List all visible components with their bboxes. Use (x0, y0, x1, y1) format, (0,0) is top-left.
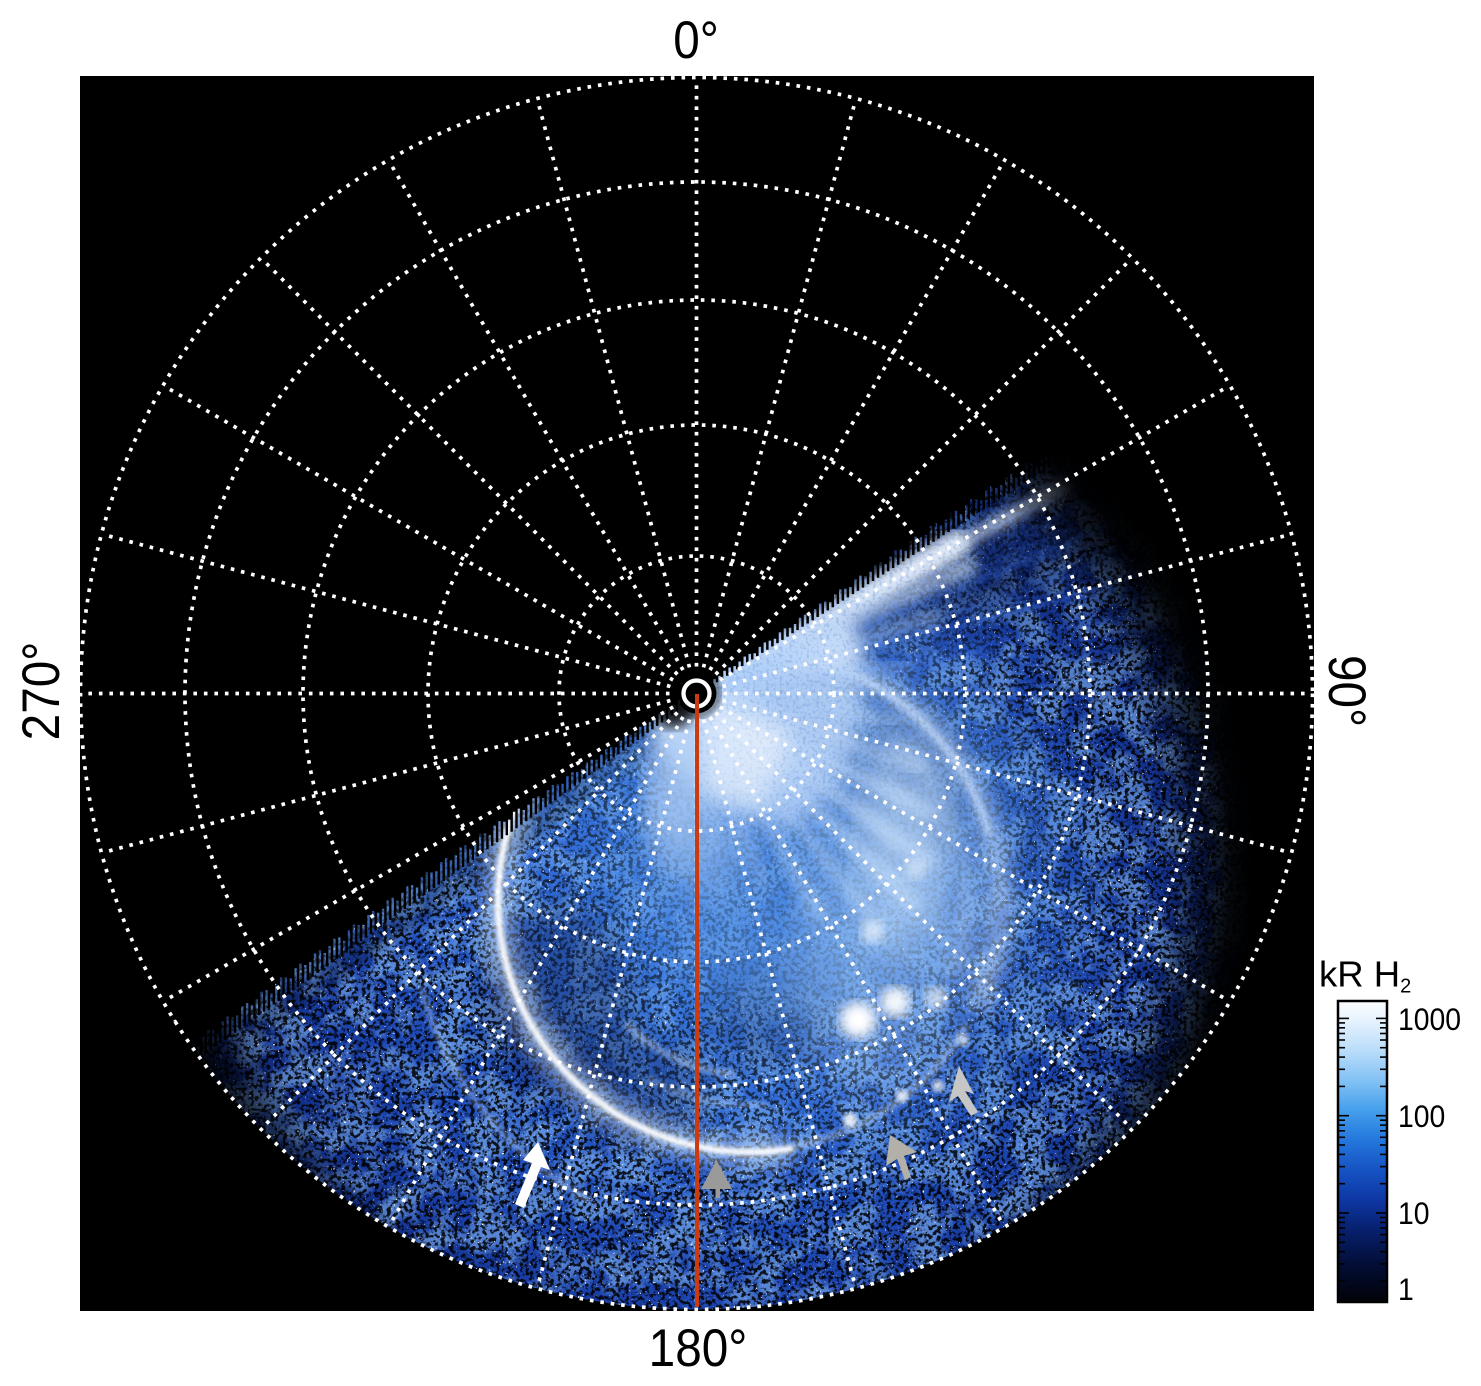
svg-text:100: 100 (1398, 1100, 1445, 1135)
svg-text:90°: 90° (1317, 655, 1377, 727)
svg-text:180°: 180° (649, 1318, 748, 1378)
svg-text:1: 1 (1398, 1273, 1414, 1308)
svg-text:0°: 0° (673, 10, 719, 70)
svg-text:270°: 270° (11, 642, 71, 741)
svg-text:kR H2: kR H2 (1319, 954, 1411, 998)
svg-text:1000: 1000 (1398, 1003, 1461, 1038)
svg-text:10: 10 (1398, 1197, 1430, 1232)
